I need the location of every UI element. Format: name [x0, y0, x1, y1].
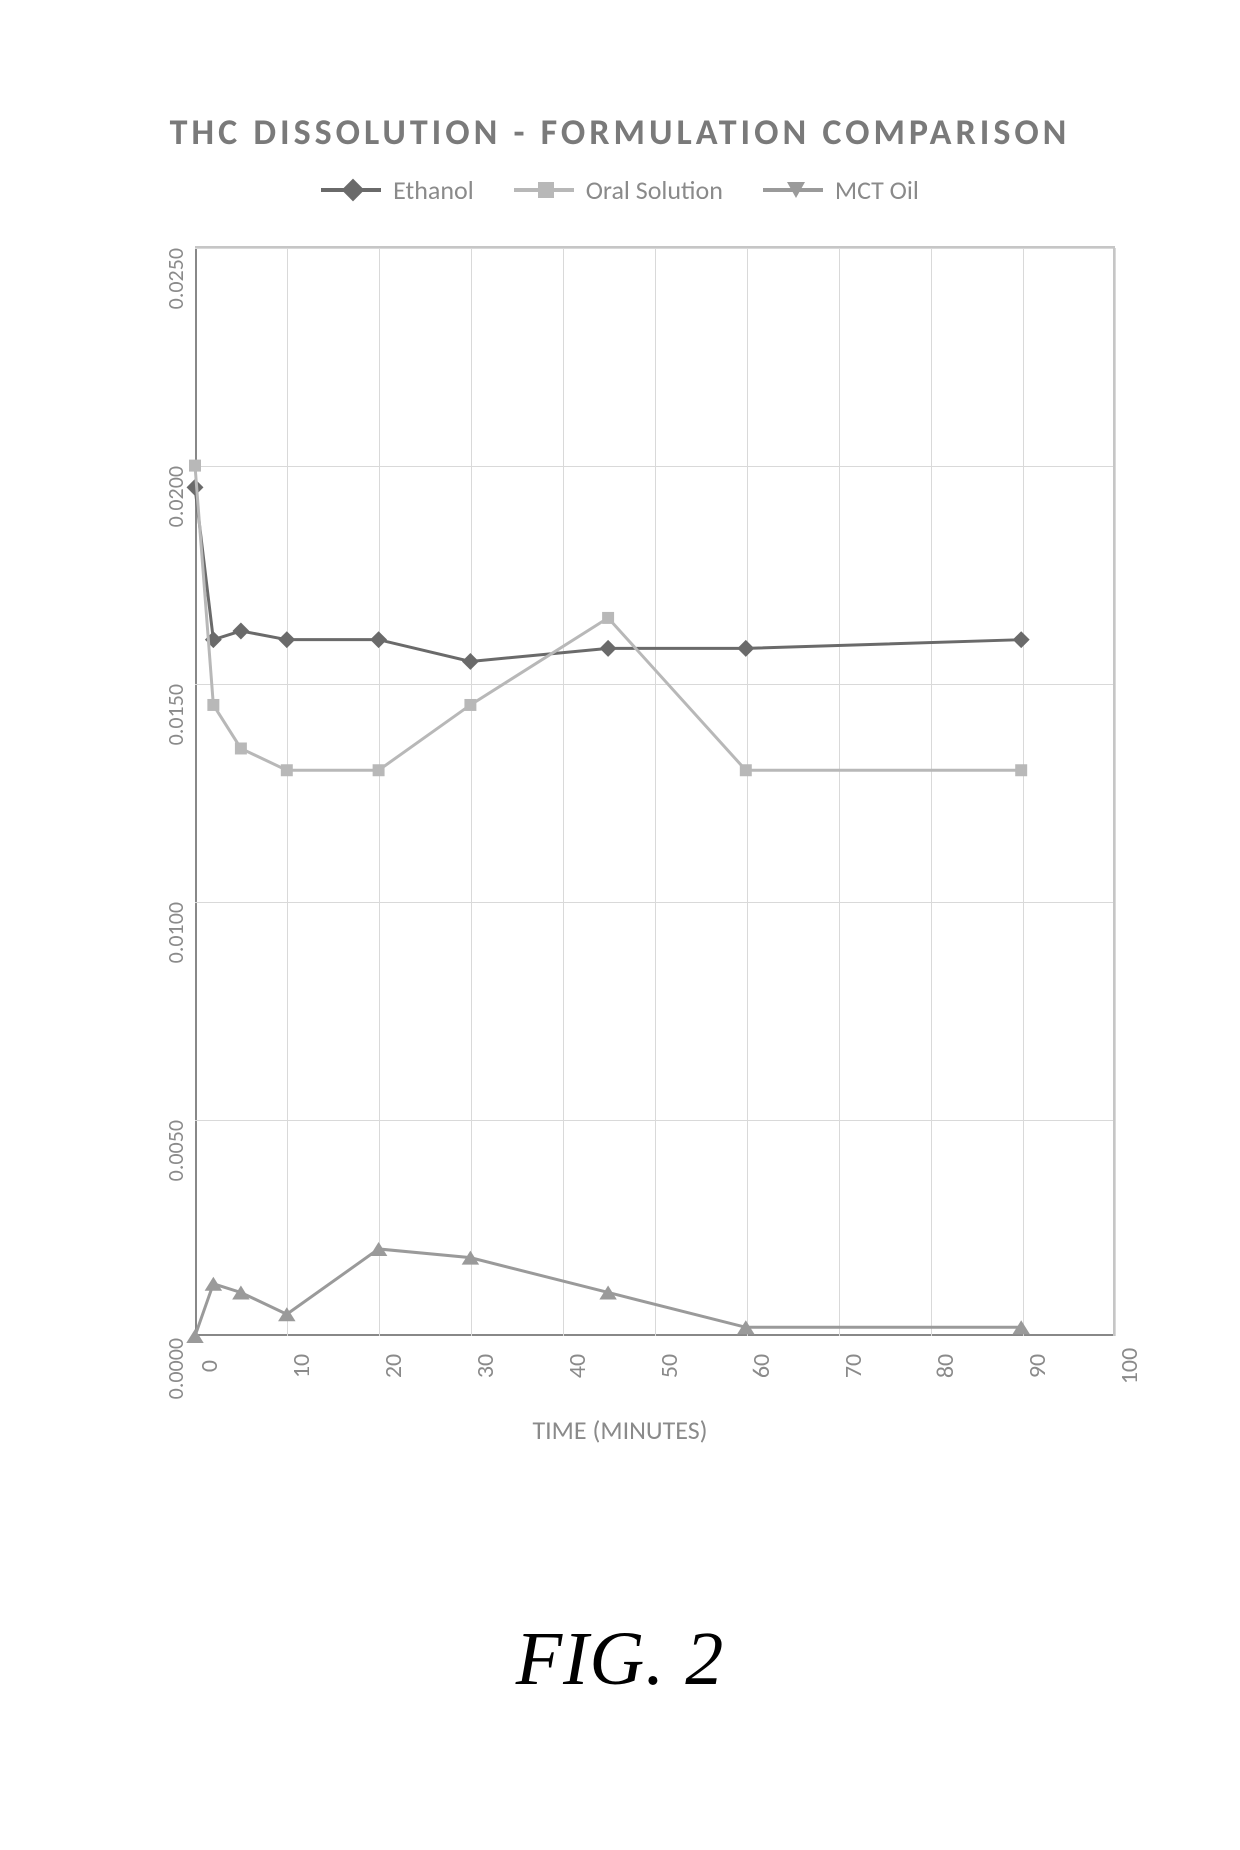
x-tick-label: 100	[1115, 1348, 1144, 1385]
gridline-horizontal	[195, 1120, 1113, 1121]
x-tick-label: 10	[287, 1354, 316, 1378]
gridline-horizontal	[195, 466, 1113, 467]
gridline-vertical	[655, 248, 656, 1336]
figure-caption: FIG. 2	[516, 1616, 725, 1703]
legend-item-mct-oil: MCT Oil	[763, 174, 919, 206]
gridline-horizontal	[195, 684, 1113, 685]
page-root: THC DISSOLUTION - FORMULATION COMPARISON…	[0, 0, 1240, 1850]
series-line-ethanol	[195, 487, 1021, 661]
gridline-vertical	[839, 248, 840, 1336]
plot-area: 0.00000.00500.01000.01500.02000.02500102…	[195, 246, 1115, 1336]
y-axis-line	[195, 248, 197, 1336]
gridline-vertical	[287, 248, 288, 1336]
gridline-vertical	[931, 248, 932, 1336]
series-marker	[232, 623, 249, 640]
legend-swatch	[514, 188, 574, 192]
gridline-vertical	[747, 248, 748, 1336]
x-tick-label: 60	[747, 1354, 776, 1378]
series-marker	[205, 1277, 222, 1291]
gridline-vertical	[471, 248, 472, 1336]
x-axis-title: TIME (MINUTES)	[532, 1414, 707, 1446]
chart-title: THC DISSOLUTION - FORMULATION COMPARISON	[170, 110, 1071, 154]
series-marker	[600, 640, 617, 657]
x-axis-line	[195, 1334, 1113, 1336]
chart-svg	[195, 248, 1113, 1336]
gridline-horizontal	[195, 248, 1113, 249]
x-tick-label: 50	[655, 1354, 684, 1378]
x-tick-label: 30	[471, 1354, 500, 1378]
legend-item-oral-solution: Oral Solution	[514, 174, 723, 206]
gridline-vertical	[379, 248, 380, 1336]
y-tick-label: 0.0100	[162, 902, 189, 963]
y-tick-label: 0.0000	[162, 1338, 189, 1399]
y-tick-label: 0.0200	[162, 466, 189, 527]
legend-item-ethanol: Ethanol	[321, 174, 474, 206]
x-tick-label: 20	[379, 1354, 408, 1378]
x-tick-label: 90	[1023, 1354, 1052, 1378]
series-marker	[1012, 1320, 1029, 1334]
chart-legend: Ethanol Oral Solution MCT Oil	[321, 174, 919, 206]
series-marker	[602, 612, 614, 624]
chart-wrap: CCONCENTRATION (UG/ML) 0.00000.00500.010…	[95, 236, 1145, 1436]
series-marker	[737, 640, 754, 657]
legend-swatch	[321, 188, 381, 192]
series-marker	[599, 1285, 616, 1299]
y-tick-label: 0.0050	[162, 1120, 189, 1181]
series-marker	[207, 699, 219, 711]
x-tick-label: 40	[563, 1354, 592, 1378]
series-line-oral-solution	[195, 466, 1021, 771]
x-tick-label: 0	[195, 1360, 224, 1372]
legend-swatch	[763, 188, 823, 192]
y-tick-label: 0.0150	[162, 684, 189, 745]
gridline-vertical	[1023, 248, 1024, 1336]
gridline-vertical	[1115, 248, 1116, 1336]
series-marker	[232, 1285, 249, 1299]
x-tick-label: 70	[839, 1354, 868, 1378]
series-line-mct-oil	[195, 1249, 1021, 1336]
series-marker	[737, 1320, 754, 1334]
y-tick-label: 0.0250	[162, 248, 189, 309]
series-marker	[1015, 764, 1027, 776]
gridline-horizontal	[195, 902, 1113, 903]
x-tick-label: 80	[931, 1354, 960, 1378]
legend-label: MCT Oil	[835, 174, 919, 206]
series-marker	[1013, 631, 1030, 648]
series-marker	[235, 742, 247, 754]
legend-label: Ethanol	[393, 174, 474, 206]
legend-label: Oral Solution	[586, 174, 723, 206]
series-marker	[740, 764, 752, 776]
gridline-vertical	[563, 248, 564, 1336]
series-marker	[205, 631, 222, 648]
